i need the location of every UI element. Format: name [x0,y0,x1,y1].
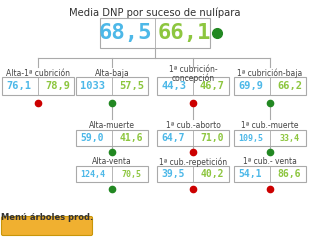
Text: 78,9: 78,9 [45,81,70,91]
FancyBboxPatch shape [157,166,229,182]
Text: 71,0: 71,0 [201,133,224,143]
Text: 109,5: 109,5 [238,134,263,143]
Text: 1033: 1033 [80,81,105,91]
FancyBboxPatch shape [2,77,74,95]
Text: 69,9: 69,9 [238,81,263,91]
FancyBboxPatch shape [234,130,306,146]
FancyBboxPatch shape [2,217,92,235]
Text: 40,2: 40,2 [201,169,224,179]
FancyBboxPatch shape [234,166,306,182]
Text: 1ª cubrición-baja: 1ª cubrición-baja [237,68,303,78]
Text: Alta-muerte: Alta-muerte [89,122,135,130]
Text: 68,5: 68,5 [99,23,152,43]
Text: 86,6: 86,6 [278,169,301,179]
Text: Media DNP por suceso de nulípara: Media DNP por suceso de nulípara [69,7,241,18]
Text: Alta-venta: Alta-venta [92,158,132,167]
Text: 1ª cub.-muerte: 1ª cub.-muerte [241,122,299,130]
FancyBboxPatch shape [100,18,210,48]
Text: Menú árboles prod.: Menú árboles prod. [1,213,93,223]
Text: 66,1: 66,1 [158,23,211,43]
Text: 64,7: 64,7 [162,133,185,143]
Text: 57,5: 57,5 [119,81,144,91]
Text: 1ª cubrición-: 1ª cubrición- [169,65,217,74]
Text: Alta-baja: Alta-baja [95,69,129,78]
FancyBboxPatch shape [76,77,148,95]
Text: 59,0: 59,0 [81,133,104,143]
Text: 70,5: 70,5 [122,169,141,178]
Text: 1ª cub.-repetición: 1ª cub.-repetición [159,157,227,167]
FancyBboxPatch shape [234,77,306,95]
Text: 54,1: 54,1 [239,169,262,179]
Text: 33,4: 33,4 [279,134,299,143]
Text: 124,4: 124,4 [80,169,105,178]
FancyBboxPatch shape [157,77,229,95]
Text: 76,1: 76,1 [6,81,31,91]
Text: 1ª cub.-aborto: 1ª cub.-aborto [166,122,220,130]
Text: 39,5: 39,5 [162,169,185,179]
Text: 41,6: 41,6 [120,133,143,143]
Text: 44,3: 44,3 [161,81,186,91]
Text: 66,2: 66,2 [277,81,302,91]
Text: 46,7: 46,7 [200,81,225,91]
FancyBboxPatch shape [76,166,148,182]
FancyBboxPatch shape [76,130,148,146]
Text: Alta-1ª cubrición: Alta-1ª cubrición [6,69,70,78]
Text: concepción: concepción [171,73,215,83]
FancyBboxPatch shape [157,130,229,146]
Text: 1ª cub.- venta: 1ª cub.- venta [243,158,297,167]
